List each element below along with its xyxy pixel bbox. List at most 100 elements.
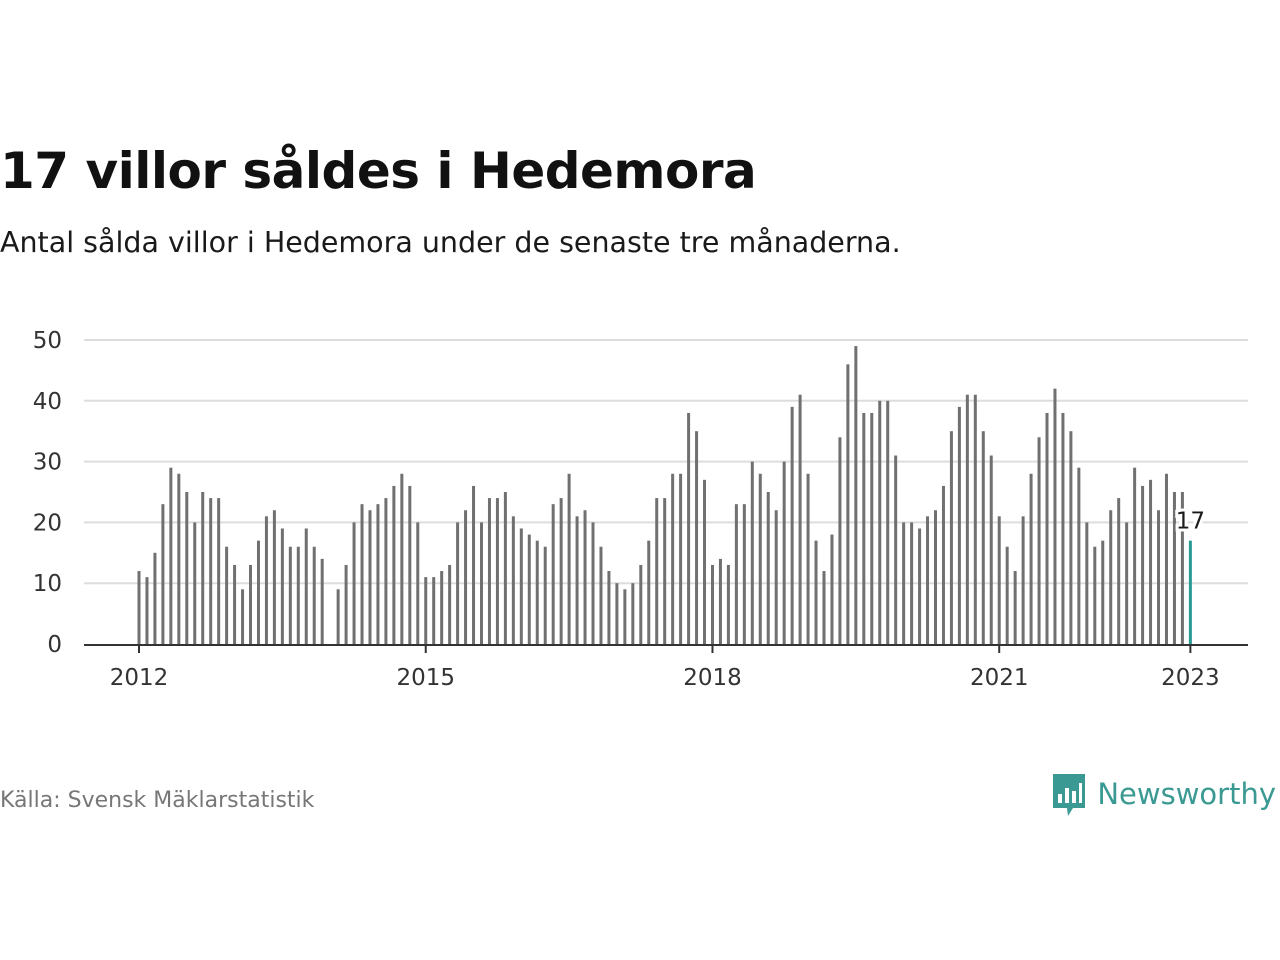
source-note: Källa: Svensk Mäklarstatistik [0,788,315,813]
bar [718,558,722,644]
bar [862,412,866,644]
bar [774,510,778,644]
y-tick-label: 30 [33,450,62,476]
x-tick-label: 2018 [683,665,742,691]
bar [1180,492,1184,644]
bar [846,364,850,644]
bar [432,577,436,644]
bar [464,510,468,644]
value-label: 17 [1176,509,1205,535]
x-axis-ticks: 2012 2015 2018 2021 2023 [110,645,1220,691]
bar [989,455,993,644]
bar [1164,473,1168,644]
bar [424,577,428,644]
bar [1117,498,1121,644]
bar [440,571,444,644]
newsworthy-logo-icon [1053,774,1086,816]
bar [1101,540,1105,644]
bar [1077,467,1081,644]
bar [161,504,165,644]
bar [296,546,300,644]
bar [830,534,834,644]
bar [209,498,213,644]
bar [679,473,683,644]
bar [591,522,595,644]
bar [376,504,380,644]
x-tick-label: 2012 [110,665,169,691]
bar [567,473,571,644]
bar [416,522,420,644]
bar [910,522,914,644]
bar [384,498,388,644]
bar [256,540,260,644]
bar [926,516,930,644]
bar [288,546,292,644]
bar [766,492,770,644]
bar [559,498,563,644]
bar-chart: 0 10 20 30 40 50 2012 2015 2018 2021 2023 17 [33,328,1248,691]
x-tick-label: 2023 [1161,665,1220,691]
bar [1029,473,1033,644]
bar [941,485,945,644]
bar [352,522,356,644]
bar [615,583,619,644]
bar-highlight [1188,540,1192,644]
bar [535,540,539,644]
bar [1149,479,1153,644]
bar [304,528,308,644]
bar [225,546,229,644]
bar [894,455,898,644]
bar [870,412,874,644]
bar [997,516,1001,644]
bar [519,528,523,644]
y-axis-ticks: 0 10 20 30 40 50 [33,328,62,658]
bar [798,394,802,644]
bar [280,528,284,644]
bar [241,589,245,644]
bar [599,546,603,644]
y-tick-label: 50 [33,328,62,354]
bar [480,522,483,644]
bar [1069,431,1073,644]
bar [1141,485,1145,644]
bar [663,498,667,644]
bar [655,498,659,644]
bar [368,510,372,644]
bar [249,564,253,644]
bar [193,522,197,644]
bar [551,504,555,644]
bar [408,485,412,644]
x-tick-label: 2015 [396,665,455,691]
bar [687,412,691,644]
chart-subtitle: Antal sålda villor i Hedemora under de s… [0,226,901,259]
y-tick-label: 20 [33,510,62,536]
bar [886,400,890,644]
bar [806,473,810,644]
bar [631,583,635,644]
bar [957,406,961,644]
bar [878,400,882,644]
bar [201,492,205,644]
bar [472,485,476,644]
bar [1157,510,1161,644]
bar [336,589,340,644]
bar [272,510,276,644]
bar [1109,510,1113,644]
bar [320,558,324,644]
bar [710,564,714,644]
bar [487,498,491,644]
y-tick-label: 10 [33,571,62,597]
bar [1093,546,1097,644]
chart-title: 17 villor såldes i Hedemora [0,142,757,200]
bar [1021,516,1025,644]
bars [137,346,1192,644]
bar [185,492,189,644]
bar [695,431,699,644]
brand: Newsworthy [1051,770,1276,818]
bar [671,473,675,644]
bar [965,394,969,644]
bar [495,498,499,644]
bar [981,431,985,644]
bar [312,546,316,644]
bar [583,510,587,644]
